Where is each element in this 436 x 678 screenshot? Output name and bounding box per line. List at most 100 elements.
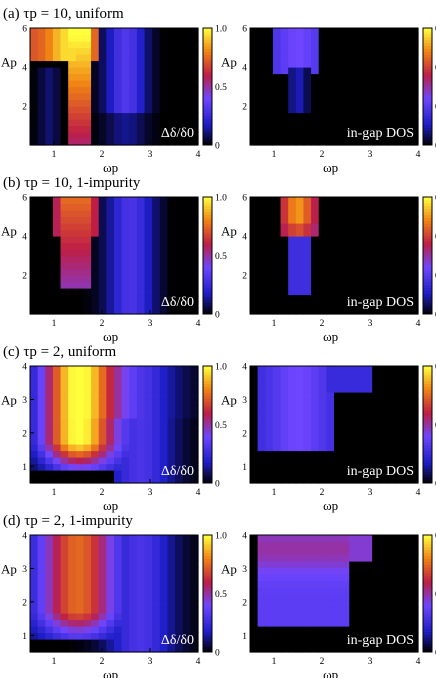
heatmap-cell <box>379 106 389 114</box>
heatmap-cell <box>91 288 100 296</box>
heatmap-cell <box>272 379 282 387</box>
heatmap-cell <box>295 119 305 127</box>
heatmap-cell <box>326 268 335 276</box>
heatmap-cell <box>52 457 62 465</box>
heatmap-cell <box>37 372 46 380</box>
heatmap-cell <box>250 80 259 88</box>
heatmap-cell <box>402 561 411 569</box>
heatmap-cell <box>45 600 54 608</box>
heatmap-cell <box>182 294 191 302</box>
heatmap-cell <box>37 54 46 62</box>
heatmap-cell <box>372 437 381 445</box>
colorbar-segment <box>423 258 432 262</box>
heatmap-cell <box>265 294 274 302</box>
heatmap-cell <box>144 405 153 413</box>
colorbar-segment <box>423 83 432 87</box>
heatmap-cell <box>257 574 266 582</box>
heatmap-cell <box>303 249 312 257</box>
heatmap-cell <box>68 444 77 452</box>
colorbar-segment <box>203 439 212 443</box>
heatmap-cell <box>60 587 69 595</box>
heatmap-cell <box>272 262 282 270</box>
heatmap-cell <box>182 223 191 231</box>
heatmap-cell <box>152 541 161 549</box>
heatmap-cell <box>68 125 77 133</box>
heatmap-cell <box>136 112 146 120</box>
heatmap-cell <box>318 645 327 653</box>
heatmap-cell <box>121 268 130 276</box>
heatmap-cell <box>106 444 115 452</box>
heatmap-cell <box>257 262 266 270</box>
heatmap-cell <box>265 210 274 218</box>
heatmap-cell <box>60 112 69 120</box>
heatmap-cell <box>303 574 312 582</box>
heatmap-cell <box>257 294 266 302</box>
heatmap-cell <box>395 41 404 49</box>
heatmap-cell <box>341 593 350 601</box>
heatmap-cell <box>280 54 289 62</box>
heatmap-cell <box>326 554 335 562</box>
heatmap-cell <box>60 645 69 653</box>
heatmap-cell <box>121 431 130 439</box>
heatmap-cell <box>410 457 419 465</box>
heatmap-cell <box>144 268 153 276</box>
heatmap-cell <box>75 112 85 120</box>
heatmap-cell <box>288 645 297 653</box>
heatmap-cell <box>121 216 130 224</box>
colorbar-segment <box>423 439 432 443</box>
heatmap-cell <box>144 73 153 81</box>
heatmap-cell <box>98 457 107 465</box>
heatmap-cell <box>106 379 115 387</box>
heatmap-cell <box>68 593 77 601</box>
heatmap-cell <box>68 249 77 257</box>
heatmap-cell <box>136 580 146 588</box>
heatmap-cell <box>326 587 335 595</box>
heatmap-cell <box>402 262 411 270</box>
colorbar-segment <box>203 284 212 289</box>
heatmap-cell <box>106 106 115 114</box>
heatmap-cell <box>114 580 123 588</box>
heatmap-cell <box>295 418 305 426</box>
heatmap-cell <box>60 242 69 250</box>
heatmap-cell <box>288 54 297 62</box>
heatmap-cell <box>372 236 381 244</box>
heatmap-cell <box>288 125 297 133</box>
colorbar-segment <box>423 106 432 111</box>
heatmap-cell <box>318 47 327 55</box>
heatmap-cell <box>190 379 199 387</box>
heatmap-cell <box>318 255 327 263</box>
heatmap-cell <box>182 132 191 140</box>
heatmap-cell <box>182 463 191 471</box>
heatmap-cell <box>311 229 320 237</box>
heatmap-cell <box>364 593 373 601</box>
heatmap-cell <box>349 307 358 315</box>
heatmap-cell <box>288 73 297 81</box>
heatmap-cell <box>356 255 366 263</box>
heatmap-cell <box>175 470 184 478</box>
heatmap-cell <box>136 600 146 608</box>
colorbar-segment <box>423 66 432 70</box>
heatmap-cell <box>410 379 419 387</box>
heatmap-cell <box>280 613 289 621</box>
heatmap-cell <box>326 307 335 315</box>
heatmap-cell <box>349 379 358 387</box>
heatmap-cell <box>372 619 381 627</box>
heatmap-cell <box>372 197 381 205</box>
heatmap-cell <box>250 548 259 556</box>
heatmap-cell <box>129 28 138 36</box>
heatmap-cell <box>114 73 123 81</box>
heatmap-cell <box>136 554 146 562</box>
heatmap-cell <box>356 619 366 627</box>
heatmap-cell <box>395 28 404 36</box>
heatmap-cell <box>349 580 358 588</box>
heatmap-cell <box>106 632 115 640</box>
heatmap-cell <box>144 626 153 634</box>
heatmap-cell <box>326 236 335 244</box>
heatmap-cell <box>341 639 350 647</box>
heatmap-cell <box>364 34 373 42</box>
heatmap-cell <box>326 28 335 36</box>
heatmap-cell <box>395 307 404 315</box>
heatmap-cell <box>167 41 176 49</box>
heatmap-cell <box>144 411 153 419</box>
heatmap-cell <box>91 600 100 608</box>
